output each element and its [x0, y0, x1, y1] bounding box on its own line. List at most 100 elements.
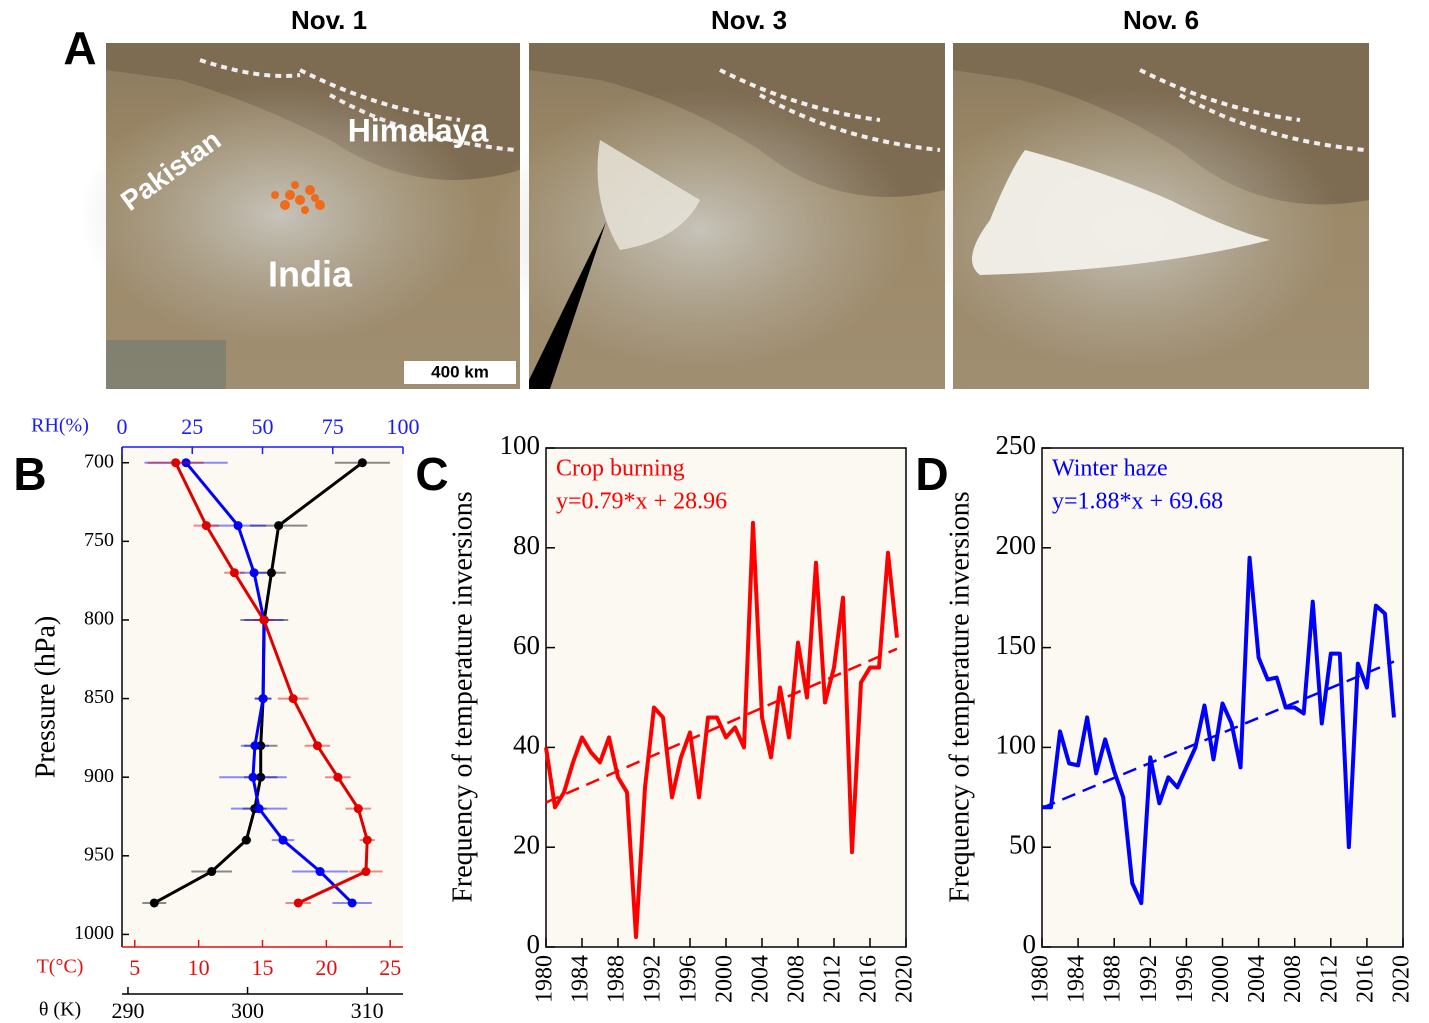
- x-tick-label: 1980: [532, 955, 558, 1003]
- point: [259, 615, 269, 625]
- y-tick-label: 800: [84, 608, 114, 630]
- x-tick-label: 1996: [1172, 955, 1198, 1003]
- y-axis-label: Frequency of temperature inversions: [944, 491, 975, 902]
- x-tick-label: 5: [129, 955, 140, 980]
- x-tick-label: 300: [231, 998, 264, 1023]
- data-line: [544, 520, 899, 940]
- point: [149, 898, 159, 908]
- map-annotation: India: [268, 254, 353, 295]
- x-tick-label: 100: [387, 414, 420, 439]
- y-tick-label: 0: [527, 929, 541, 959]
- point: [233, 521, 243, 531]
- point: [353, 804, 363, 814]
- x-tick-label: 1988: [604, 955, 630, 1003]
- trend-line: [1041, 660, 1395, 810]
- y-tick-label: 100: [996, 730, 1037, 760]
- point: [315, 867, 325, 877]
- y-tick-label: 50: [1009, 829, 1036, 859]
- x-tick-label: 2000: [1208, 955, 1234, 1003]
- x-tick-label: 2016: [856, 955, 882, 1003]
- y-tick-label: 200: [996, 530, 1037, 560]
- x-axis-label: θ (K): [39, 999, 81, 1021]
- series-label: Crop burning: [556, 456, 685, 482]
- y-tick-label: 100: [500, 430, 541, 460]
- x-tick-label: 2004: [748, 955, 774, 1003]
- point: [181, 458, 191, 468]
- point: [241, 835, 251, 845]
- y-tick-label: 80: [513, 530, 540, 560]
- x-tick-label: 1984: [1064, 955, 1090, 1003]
- trend-equation: y=1.88*x + 69.68: [1052, 489, 1223, 515]
- point: [293, 898, 303, 908]
- x-axis-label: RH(%): [31, 415, 89, 437]
- x-tick-label: 75: [322, 414, 344, 439]
- y-tick-label: 0: [1023, 929, 1037, 959]
- point: [357, 458, 367, 468]
- point: [258, 694, 268, 704]
- point: [266, 568, 276, 578]
- panel-label: B: [13, 448, 46, 500]
- y-tick-label: 40: [513, 730, 540, 760]
- panel-label: D: [915, 448, 948, 500]
- point: [347, 898, 357, 908]
- x-tick-label: 290: [111, 998, 144, 1023]
- x-tick-label: 2008: [1280, 955, 1306, 1003]
- y-axis-label: Frequency of temperature inversions: [447, 491, 478, 902]
- y-tick-label: 1000: [74, 922, 114, 944]
- x-tick-label: 1992: [640, 955, 666, 1003]
- x-tick-label: 50: [252, 414, 274, 439]
- x-tick-label: 1992: [1136, 955, 1162, 1003]
- point: [361, 867, 371, 877]
- series-label: Winter haze: [1052, 456, 1168, 482]
- y-tick-label: 900: [84, 765, 114, 787]
- plot-area: [545, 447, 907, 948]
- trend-equation: y=0.79*x + 28.96: [556, 489, 727, 515]
- y-tick-label: 20: [513, 829, 540, 859]
- image-title: Nov. 6: [1123, 5, 1199, 35]
- x-tick-label: 25: [379, 955, 401, 980]
- x-tick-label: 2012: [1316, 955, 1342, 1003]
- point: [274, 521, 284, 531]
- point: [248, 772, 258, 782]
- point: [249, 568, 259, 578]
- y-tick-label: 850: [84, 686, 114, 708]
- x-tick-label: 20: [315, 955, 337, 980]
- satellite-image: [920, 43, 1369, 389]
- x-tick-label: 0: [117, 414, 128, 439]
- x-tick-label: 1984: [568, 955, 594, 1003]
- x-tick-label: 10: [188, 955, 210, 980]
- point: [250, 741, 260, 751]
- plot-area: [1041, 447, 1404, 948]
- panel-label: C: [415, 448, 448, 500]
- satellite-image: [490, 43, 945, 389]
- panel-label: A: [63, 22, 96, 74]
- y-tick-label: 150: [996, 630, 1037, 660]
- point: [312, 741, 322, 751]
- x-tick-label: 15: [252, 955, 274, 980]
- y-tick-label: 750: [84, 529, 114, 551]
- map-annotation: Himalaya: [348, 112, 489, 148]
- x-tick-label: 1996: [676, 955, 702, 1003]
- trend-line: [545, 647, 898, 804]
- x-tick-label: 2008: [784, 955, 810, 1003]
- image-title: Nov. 3: [711, 5, 787, 35]
- point: [201, 521, 211, 531]
- x-tick-label: 2020: [892, 955, 918, 1003]
- scale-bar: [404, 361, 516, 384]
- y-tick-label: 950: [84, 843, 114, 865]
- x-tick-label: 2000: [712, 955, 738, 1003]
- y-tick-label: 700: [84, 450, 114, 472]
- point: [288, 694, 298, 704]
- x-tick-label: 2016: [1352, 955, 1378, 1003]
- x-tick-label: 1988: [1100, 955, 1126, 1003]
- y-tick-label: 250: [996, 430, 1037, 460]
- x-tick-label: 2004: [1244, 955, 1270, 1003]
- data-line: [1042, 555, 1396, 906]
- x-tick-label: 2020: [1389, 955, 1415, 1003]
- point: [333, 772, 343, 782]
- x-axis-label: T(°C): [37, 956, 84, 978]
- y-tick-label: 60: [513, 630, 540, 660]
- point: [278, 835, 288, 845]
- point: [171, 458, 181, 468]
